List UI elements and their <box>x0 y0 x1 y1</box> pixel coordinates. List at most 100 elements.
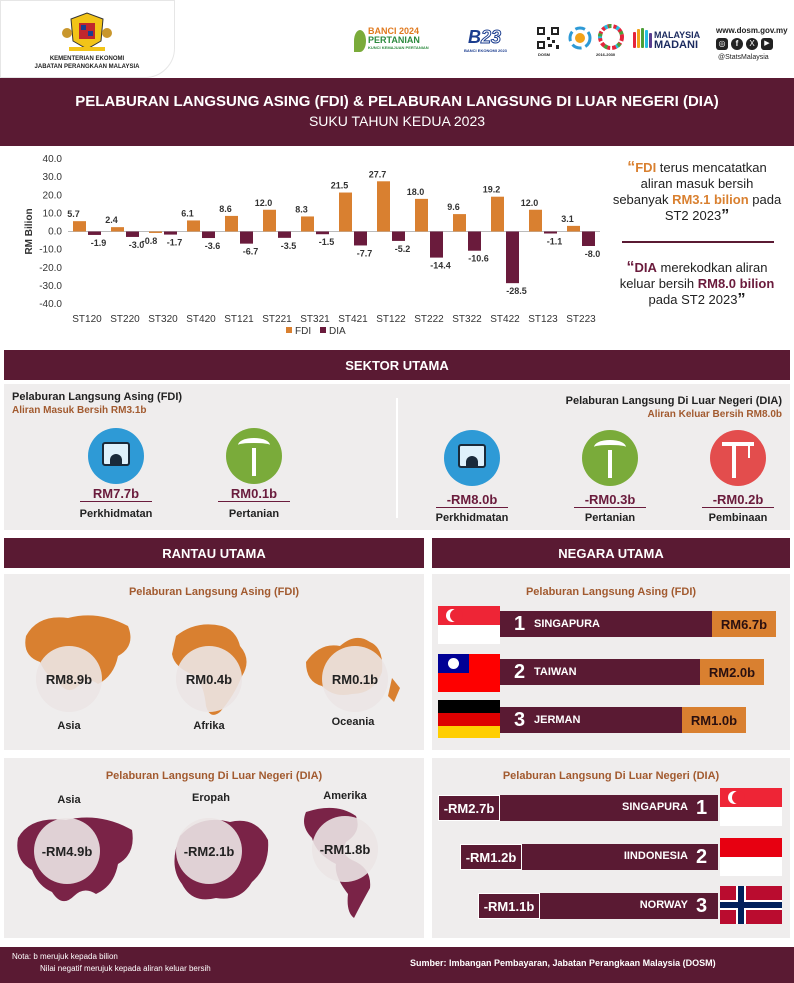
sektor-dia-item-services <box>444 430 500 486</box>
data-label-fdi: 8.6 <box>219 204 232 214</box>
data-label-dia: -10.6 <box>468 254 489 264</box>
bar-fdi <box>377 181 390 232</box>
data-label-dia: -6.7 <box>243 247 259 257</box>
fdi-callout-period: pada ST2 2023 <box>664 192 782 223</box>
negara-heading: NEGARA UTAMA <box>558 546 664 561</box>
bar-dia <box>316 231 329 235</box>
bar-fdi <box>491 196 504 232</box>
website-link[interactable]: www.dosm.gov.my <box>716 26 788 35</box>
negara-dia-row-3 <box>540 893 718 919</box>
negara-dia-value-2: -RM1.2b <box>460 844 522 870</box>
qr-code-icon[interactable] <box>536 26 560 50</box>
negara-fdi-rank-2: 2 <box>514 661 526 683</box>
sektor-divider <box>396 398 398 518</box>
negara-dia-row-2 <box>522 844 718 870</box>
bar-fdi <box>263 209 276 232</box>
callout-divider <box>622 241 774 243</box>
singapore-flag <box>438 606 500 644</box>
bar-dia <box>126 231 139 237</box>
fdi-dia-chart: 40.0 30.0 20.0 10.0 0.0 -10.0 -20.0 -30.0 -40.0 R… <box>24 154 600 337</box>
bar-fdi <box>301 216 314 232</box>
x-tick-label: ST322 <box>452 314 482 325</box>
sektor-dia-item-construction <box>710 430 766 486</box>
negara-dia-rank-2: 2 <box>696 846 708 868</box>
fdi-callout-text: terus mencatatkan aliran masuk bersih se… <box>612 160 767 207</box>
negara-fdi-title: Pelaburan Langsung Asing (FDI) <box>525 586 697 598</box>
banci-ekonomi-logo: B23 <box>468 27 502 47</box>
data-label-dia: -3.6 <box>205 241 221 251</box>
sektor-dia-item-agri <box>582 430 638 486</box>
social-handle[interactable]: @StatsMalaysia <box>718 54 769 61</box>
y-tick-label: -20.0 <box>39 263 62 274</box>
x-tick-label: ST220 <box>110 314 140 325</box>
rantau-header-bar <box>4 538 424 568</box>
footer-source: Sumber: Imbangan Pembayaran, Jabatan Per… <box>410 958 716 968</box>
banci-line1: BANCI 2024 <box>368 26 420 36</box>
data-label-fdi: 9.6 <box>447 202 460 212</box>
sektor-dia-name-1: Perkhidmatan <box>435 512 509 524</box>
sektor-fdi-value-1: RM7.7b <box>80 486 152 502</box>
bar-fdi <box>529 209 542 232</box>
x-tick-label: ST420 <box>186 314 216 325</box>
legend-label-fdi: FDI <box>295 326 311 337</box>
bar-fdi <box>567 225 580 232</box>
fdi-callout-value: RM3.1 bilion <box>672 192 749 207</box>
rantau-fdi-name-2: Afrika <box>193 720 225 732</box>
instagram-icon[interactable]: ◎ <box>716 38 728 50</box>
bar-dia <box>430 231 443 258</box>
madani-line2: MADANI <box>654 39 698 51</box>
x-tick-label: ST421 <box>338 314 368 325</box>
rantau-dia-name-3: Amerika <box>323 790 367 802</box>
x-tick-label: ST123 <box>528 314 558 325</box>
y-tick-label: 40.0 <box>43 154 63 165</box>
data-label-dia: -1.9 <box>91 238 107 248</box>
data-label-dia: -5.2 <box>395 244 411 254</box>
rantau-heading: RANTAU UTAMA <box>162 546 266 561</box>
sektor-dia-value-1: -RM8.0b <box>436 492 508 508</box>
sektor-fdi-name-1: Perkhidmatan <box>79 508 153 520</box>
bar-dia <box>240 231 253 244</box>
negara-fdi-row-3 <box>500 707 682 733</box>
rantau-dia-value-3: -RM1.8b <box>312 816 378 882</box>
facebook-icon[interactable]: f <box>731 38 743 50</box>
rantau-fdi-value-1: RM8.9b <box>36 646 102 712</box>
rantau-dia-title: Pelaburan Langsung Di Luar Negeri (DIA) <box>105 770 323 782</box>
negara-dia-title: Pelaburan Langsung Di Luar Negeri (DIA) <box>502 770 720 782</box>
ministry-line1: KEMENTERIAN EKONOMI <box>49 56 125 62</box>
services-icon <box>88 428 144 484</box>
norway-flag <box>720 886 782 924</box>
y-tick-label: 10.0 <box>43 208 63 219</box>
indonesia-flag <box>720 838 782 876</box>
x-tick-label: ST223 <box>566 314 596 325</box>
close-quote: ” <box>721 207 730 224</box>
services-icon <box>444 430 500 486</box>
data-label-fdi: 27.7 <box>369 169 387 179</box>
data-label-fdi: 19.2 <box>483 185 501 195</box>
bar-fdi <box>187 220 200 232</box>
negara-fdi-value-2: RM2.0b <box>700 659 764 685</box>
rantau-fdi-name-1: Asia <box>57 720 81 732</box>
bar-fdi <box>453 214 466 232</box>
negara-fdi-name-1: SINGAPURA <box>534 618 601 630</box>
x-tick-label: ST120 <box>72 314 102 325</box>
data-label-fdi: 6.1 <box>181 208 194 218</box>
x-icon[interactable]: X <box>746 38 758 50</box>
sektor-heading: SEKTOR UTAMA <box>345 358 449 373</box>
data-label-fdi: 12.0 <box>255 198 273 208</box>
dia-callout-label: DIA <box>634 260 657 275</box>
dosm-tag: DOSM <box>538 52 550 57</box>
data-label-fdi: 12.0 <box>521 198 539 208</box>
data-label-fdi: 5.7 <box>67 209 80 219</box>
data-label-fdi: 8.3 <box>295 204 308 214</box>
data-label-dia: -1.5 <box>319 237 335 247</box>
youtube-icon[interactable]: ▶ <box>761 38 773 50</box>
bar-dia <box>582 231 595 246</box>
negara-dia-name-3: NORWAY <box>639 899 688 911</box>
bar-dia <box>544 231 557 234</box>
negara-fdi-row-2 <box>500 659 700 685</box>
bar-dia <box>392 231 405 241</box>
negara-fdi-name-3: JERMAN <box>534 714 581 726</box>
rantau-dia-name-1: Asia <box>57 794 81 806</box>
banci-line2: PERTANIAN <box>368 35 420 45</box>
sektor-fdi-item-agri <box>226 428 282 484</box>
